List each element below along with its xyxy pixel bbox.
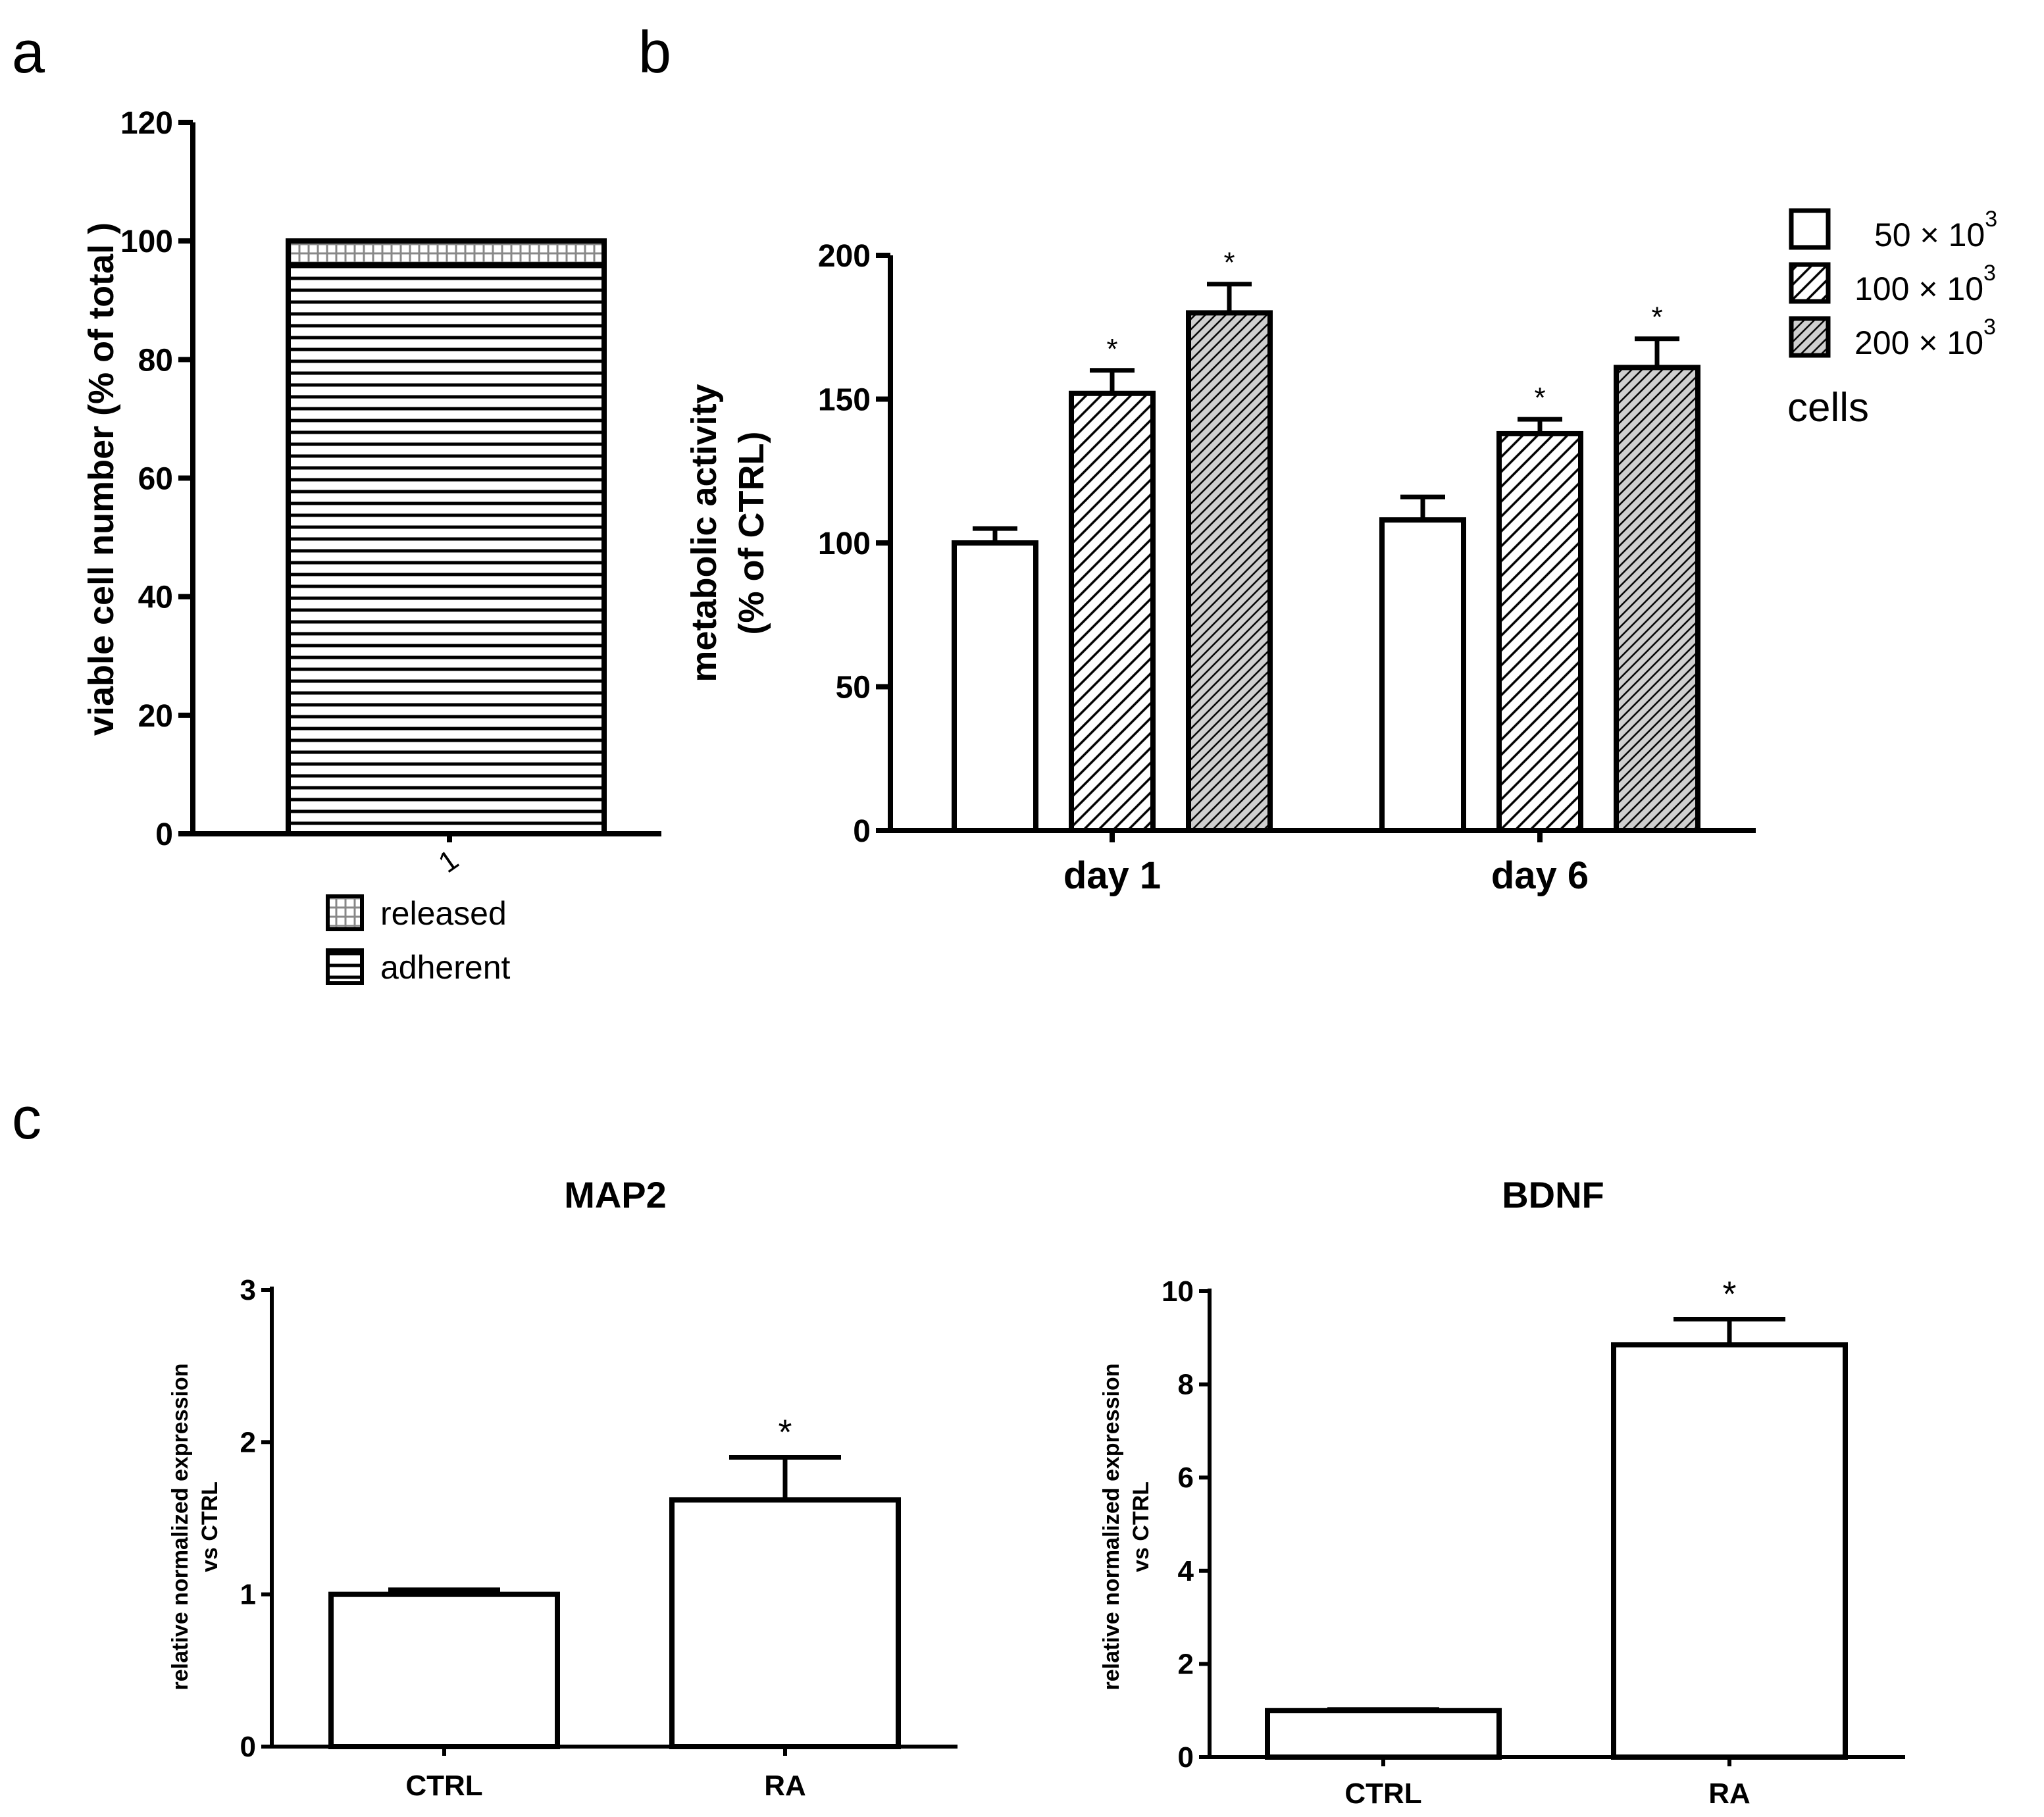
a-bar-released xyxy=(286,238,607,268)
panel-label-a: a xyxy=(12,20,45,86)
c-bdnf-y-tick-label: 4 xyxy=(1178,1555,1194,1587)
legend-label-100k: 100 × 103 xyxy=(1854,261,1996,307)
b-y-axis-label-line2: (% of CTRL) xyxy=(732,432,771,635)
a-y-tick-label: 0 xyxy=(155,817,173,852)
a-y-tick-label: 60 xyxy=(138,462,173,497)
b-significance-star: * xyxy=(1534,382,1545,414)
chart-b-metabolic-activity: metabolic activity (% of CTRL) 0 50 100 150… xyxy=(684,207,1997,897)
c-map2-y-label-line1: relative normalized expression xyxy=(168,1364,193,1691)
c-bdnf-y-label-line1: relative normalized expression xyxy=(1099,1364,1124,1691)
b-bar-day1-s0 xyxy=(952,540,1038,833)
a-y-tick-label: 120 xyxy=(120,106,173,141)
c-map2-significance-star: * xyxy=(778,1412,792,1452)
legend-label-200k: 200 × 103 xyxy=(1854,315,1996,361)
b-significance-star: * xyxy=(1106,333,1117,365)
a-y-tick-label: 20 xyxy=(138,699,173,734)
b-bar-day1-s2 xyxy=(1186,310,1273,833)
a-y-tick-label: 80 xyxy=(138,343,173,378)
b-y-tick-label: 0 xyxy=(853,814,871,849)
b-y-tick-label: 200 xyxy=(818,239,871,274)
c-map2-y-tick-label: 2 xyxy=(240,1426,256,1458)
c-map2-title: MAP2 xyxy=(564,1174,667,1216)
c-map2-x-label-ra: RA xyxy=(764,1770,806,1802)
b-y-tick-label: 150 xyxy=(818,383,871,418)
c-bdnf-y-tick-label: 0 xyxy=(1178,1741,1194,1774)
c-bdnf-y-tick-label: 10 xyxy=(1162,1275,1194,1308)
a-y-tick-label: 100 xyxy=(120,224,173,259)
legend-swatch-released xyxy=(326,894,364,931)
b-bar-day6-s2 xyxy=(1614,365,1700,833)
panel-label-c: c xyxy=(12,1086,41,1152)
legend-swatch-adherent xyxy=(326,948,364,985)
chart-a-viable-cells: viable cell number (% of total ) 0 20 40 60… xyxy=(82,106,661,986)
c-bdnf-x-label-ra: RA xyxy=(1708,1778,1750,1810)
chart-c-bdnf: BDNF relative normalized expression vs C… xyxy=(1099,1174,1905,1810)
c-bdnf-title: BDNF xyxy=(1502,1174,1604,1216)
c-bdnf-bar-ra xyxy=(1611,1342,1848,1760)
c-bdnf-bar-ctrl xyxy=(1265,1708,1502,1760)
c-bdnf-significance-star: * xyxy=(1722,1274,1736,1314)
a-legend: released adherent xyxy=(326,894,510,986)
b-x-label-day6: day 6 xyxy=(1491,854,1589,897)
b-y-tick-label: 100 xyxy=(818,526,871,561)
c-map2-y-label-line2: vs CTRL xyxy=(197,1481,222,1572)
legend-swatch-100k xyxy=(1789,262,1831,304)
c-map2-x-label-ctrl: CTRL xyxy=(405,1770,482,1802)
panel-label-b: b xyxy=(638,20,671,86)
a-x-tick-label: 1 xyxy=(433,844,465,879)
b-y-tick-label: 50 xyxy=(836,671,871,705)
b-bar-day1-s1 xyxy=(1069,390,1156,833)
legend-title-cells: cells xyxy=(1787,385,1869,430)
c-bdnf-y-label-line2: vs CTRL xyxy=(1129,1481,1154,1572)
c-map2-y-tick-label: 0 xyxy=(240,1731,256,1763)
a-y-tick-label: 40 xyxy=(138,580,173,615)
c-map2-bar-ctrl xyxy=(328,1591,560,1750)
a-y-axis-label: viable cell number (% of total ) xyxy=(82,222,121,736)
legend-label-released: released xyxy=(380,895,507,932)
b-y-axis-label-line1: metabolic activity xyxy=(684,384,724,682)
chart-c-map2: MAP2 relative normalized expression vs C… xyxy=(168,1174,958,1802)
b-x-label-day1: day 1 xyxy=(1063,854,1161,897)
legend-swatch-50k xyxy=(1789,208,1831,250)
b-significance-star: * xyxy=(1651,301,1662,334)
b-bar-day6-s1 xyxy=(1496,430,1583,833)
c-map2-y-tick-label: 3 xyxy=(240,1274,256,1306)
legend-label-50k: 50 × 103 xyxy=(1874,207,1997,253)
c-bdnf-x-label-ctrl: CTRL xyxy=(1344,1778,1421,1810)
legend-swatch-200k xyxy=(1789,316,1831,358)
c-bdnf-y-tick-label: 2 xyxy=(1178,1648,1194,1680)
c-bdnf-y-tick-label: 8 xyxy=(1178,1369,1194,1401)
c-map2-y-tick-label: 1 xyxy=(240,1579,256,1611)
legend-label-adherent: adherent xyxy=(380,949,510,986)
b-bar-day6-s0 xyxy=(1379,517,1466,833)
b-significance-star: * xyxy=(1223,247,1235,279)
a-bar-adherent xyxy=(286,262,607,836)
c-map2-bar-ra xyxy=(669,1497,901,1749)
c-bdnf-y-tick-label: 6 xyxy=(1178,1462,1194,1494)
b-legend: 50 × 103 100 × 103 200 × 103 cells xyxy=(1787,207,1997,430)
